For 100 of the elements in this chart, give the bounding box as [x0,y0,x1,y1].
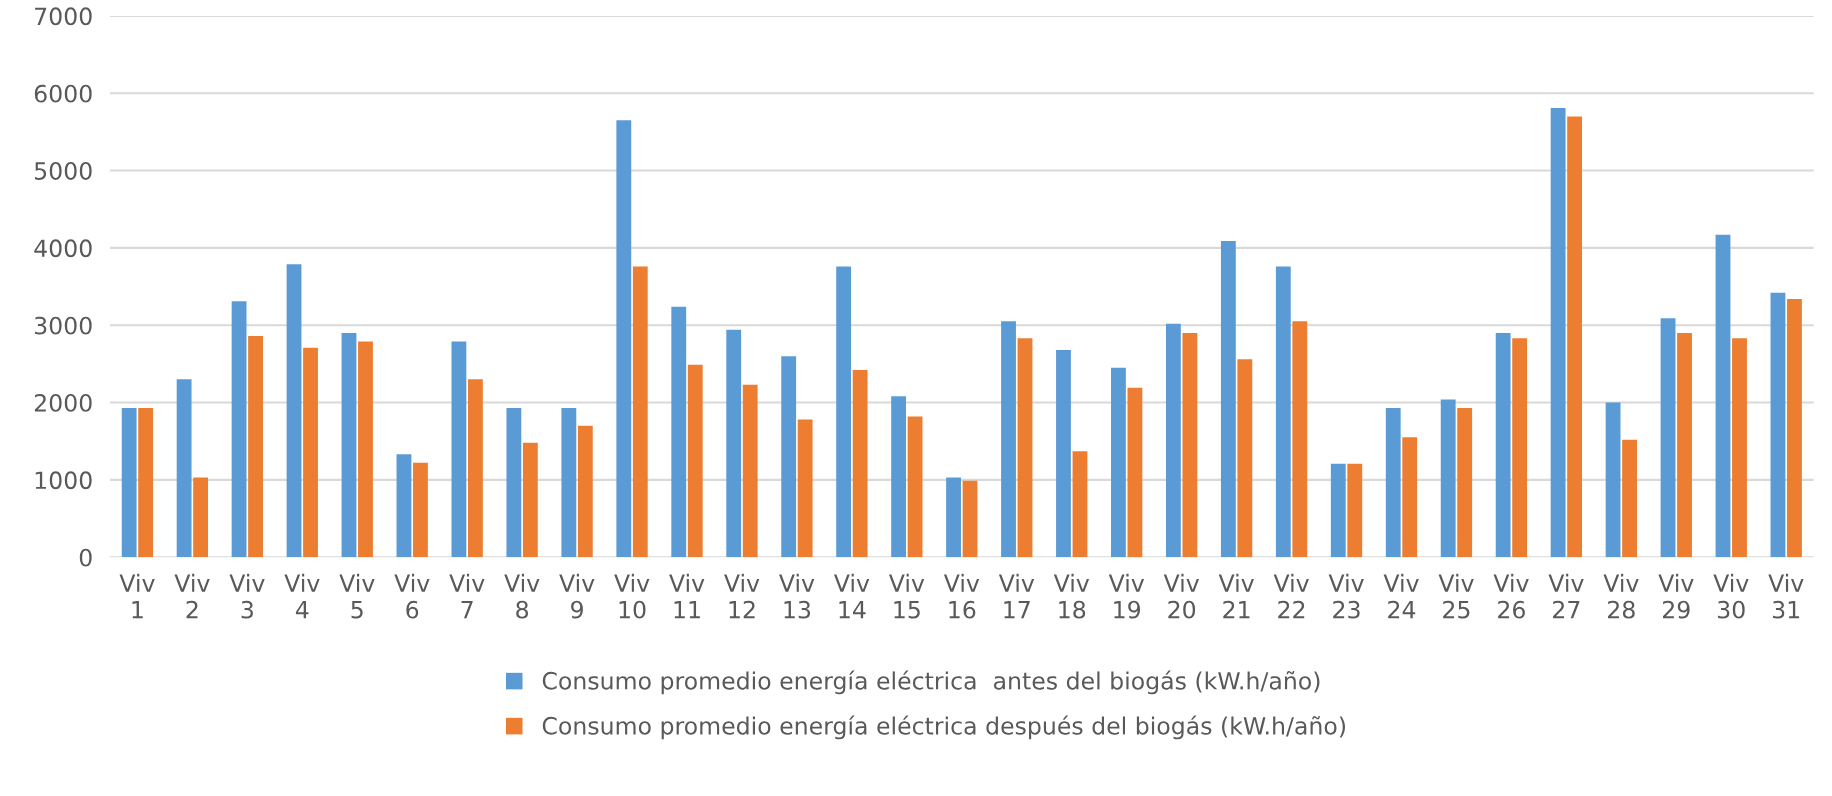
bar [616,120,632,558]
bar [1512,338,1528,558]
bar [1385,407,1401,558]
x-tick-label: Viv 13 [779,573,815,619]
bar [303,347,318,558]
bar [962,480,978,558]
bar [1275,266,1291,558]
bar [1347,463,1363,558]
bar [726,329,742,558]
bar [451,341,467,558]
x-tick-label: Viv 3 [229,573,265,619]
bar [1111,367,1126,558]
x-tick-label: Viv 21 [1218,573,1254,619]
bar [193,477,209,558]
bar [522,442,538,558]
bar [341,332,357,558]
x-tick-label: Viv 5 [339,573,375,619]
bar [231,301,247,558]
bar [286,264,302,558]
bar [1677,332,1692,558]
bar [907,416,923,558]
bar [742,384,758,558]
bar [1457,407,1473,558]
bar [781,356,797,558]
x-tick-label: Viv 26 [1493,573,1529,619]
x-tick-label: Viv 8 [504,573,540,619]
bar [687,364,703,558]
x-tick-label: Viv 22 [1273,573,1309,619]
x-tick-label: Viv 20 [1163,573,1200,619]
bar [1017,338,1033,558]
x-tick-label: Viv 2 [174,573,210,619]
bar [138,407,154,558]
y-tick-label: 2000 [34,394,92,412]
bar [561,407,577,558]
bar [1165,323,1181,558]
bar [836,266,852,558]
bar [1182,332,1198,558]
x-tick-label: Viv 23 [1328,573,1364,619]
bar [1056,349,1071,558]
bar [1330,463,1346,558]
bar [1622,439,1637,558]
bar [577,425,593,558]
bar [891,396,907,558]
x-tick-label: Viv 29 [1658,573,1694,619]
bar [1660,318,1676,558]
x-tick-label: Viv 19 [1108,573,1145,619]
bar [506,407,522,558]
bar [1770,292,1786,558]
bar [852,370,868,558]
bar [1220,240,1236,558]
x-tick-label: Viv 7 [449,573,485,619]
bar [946,477,961,558]
bar [176,379,192,558]
x-tick-label: Viv 4 [284,573,320,619]
y-tick-label: 0 [79,548,92,567]
bar [248,336,263,558]
bar [358,341,373,558]
bar [797,419,813,558]
x-tick-label: Viv 17 [998,573,1035,619]
bar [1072,451,1088,558]
x-tick-label: Viv 24 [1383,573,1419,619]
x-tick-label: Viv 1 [119,573,155,619]
bar [1402,437,1418,558]
legend-label: Consumo promedio energía eléctrica después del biogás (kW.h/año) [542,715,1346,740]
y-tick-label: 7000 [35,7,92,26]
y-tick-label: 6000 [34,84,92,103]
x-tick-label: Viv 18 [1053,573,1090,619]
x-tick-label: Viv 16 [943,573,980,619]
y-tick-label: 5000 [34,162,92,180]
x-tick-label: Viv 27 [1548,573,1584,619]
bar [121,407,137,558]
bar [467,379,483,558]
bar [1127,387,1143,558]
legend-label: Consumo promedio energía eléctrica antes del biogás (kW.h/año) [542,670,1320,695]
x-tick-label: Viv 31 [1768,573,1804,619]
y-tick-label: 3000 [34,316,92,335]
bar [396,454,412,558]
bar [632,266,648,558]
x-tick-label: Viv 30 [1713,573,1749,619]
y-tick-label: 4000 [34,239,92,258]
x-tick-label: Viv 25 [1438,573,1474,619]
bar [1237,359,1253,558]
x-tick-label: Viv 11 [669,573,705,619]
bar [1567,116,1583,558]
bar [671,306,687,558]
x-tick-label: Viv 15 [888,573,925,619]
bar [1001,321,1016,558]
x-tick-label: Viv 14 [833,573,870,619]
x-tick-label: Viv 10 [614,573,650,619]
y-tick-label: 1000 [35,471,92,490]
bar [1495,332,1511,558]
bar [1550,107,1566,558]
bar [1440,399,1456,558]
x-tick-label: Viv 28 [1603,573,1639,619]
bar [1715,234,1731,558]
bar [1787,298,1802,558]
x-tick-label: Viv 6 [394,573,430,619]
x-tick-label: Viv 12 [724,573,760,619]
bar [1732,338,1747,558]
bar [1292,321,1308,558]
